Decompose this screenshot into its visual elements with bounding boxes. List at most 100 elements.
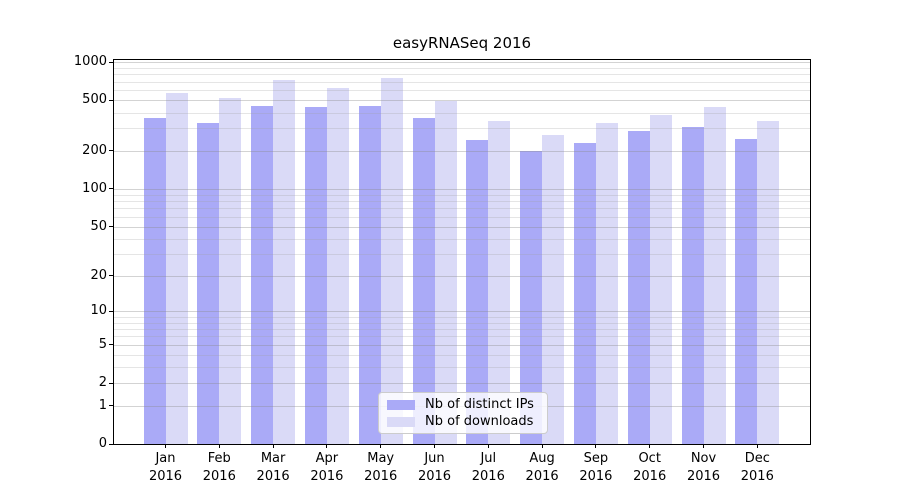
minor-gridline (114, 112, 810, 114)
y-tick-mark (109, 344, 113, 346)
minor-gridline (114, 336, 810, 338)
minor-gridline (114, 316, 810, 318)
y-tick-mark (109, 405, 113, 407)
x-tick-mark (218, 444, 220, 448)
minor-gridline (114, 67, 810, 69)
x-tick-mark (326, 444, 328, 448)
y-tick-mark (109, 382, 113, 384)
x-tick-label: May 2016 (364, 451, 398, 484)
y-tick-label: 5 (98, 336, 107, 352)
y-tick-mark (109, 188, 113, 190)
minor-gridline (114, 194, 810, 196)
minor-gridline (114, 74, 810, 76)
major-gridline (114, 226, 810, 228)
legend-swatch-distinct-ips (387, 399, 415, 410)
y-tick-label: 1000 (73, 54, 107, 70)
bar-downloads-jul (488, 120, 511, 444)
major-gridline (114, 62, 810, 64)
minor-gridline (114, 322, 810, 324)
bar-ips-jul (466, 140, 489, 444)
bar-downloads-dec (757, 120, 780, 444)
major-gridline (114, 275, 810, 277)
y-tick-label: 500 (82, 92, 107, 108)
x-tick-mark (649, 444, 651, 448)
minor-gridline (114, 254, 810, 256)
x-tick-mark (272, 444, 274, 448)
y-tick-label: 2 (98, 375, 107, 391)
y-tick-label: 50 (90, 218, 107, 234)
bar-ips-nov (681, 127, 704, 444)
bar-downloads-feb (219, 97, 242, 444)
y-tick-label: 200 (82, 142, 107, 158)
major-gridline (114, 100, 810, 102)
minor-gridline (114, 355, 810, 357)
legend-item-distinct-ips: Nb of distinct IPs (387, 397, 539, 412)
major-gridline (114, 150, 810, 152)
x-tick-mark (380, 444, 382, 448)
bar-ips-sep (573, 142, 596, 444)
y-tick-mark (109, 443, 113, 445)
y-tick-label: 10 (90, 303, 107, 319)
x-tick-label: Jan 2016 (148, 451, 183, 484)
legend-swatch-downloads (387, 416, 415, 427)
x-tick-label: Aug 2016 (525, 451, 559, 484)
minor-gridline (114, 238, 810, 240)
bar-downloads-oct (649, 114, 672, 444)
bar-downloads-mar (273, 80, 296, 444)
bar-downloads-may (380, 77, 403, 444)
bar-ips-jan (143, 118, 166, 444)
x-tick-label: Feb 2016 (202, 451, 236, 484)
bar-downloads-jun (434, 100, 457, 444)
y-tick-label: 20 (90, 267, 107, 283)
bar-ips-may (358, 106, 381, 444)
bar-ips-apr (304, 106, 327, 444)
bar-ips-mar (251, 106, 274, 444)
y-tick-label: 100 (82, 180, 107, 196)
x-tick-label: Nov 2016 (686, 451, 721, 484)
y-tick-label: 1 (98, 397, 107, 413)
minor-gridline (114, 90, 810, 92)
minor-gridline (114, 329, 810, 331)
legend-item-downloads: Nb of downloads (387, 414, 539, 429)
minor-gridline (114, 216, 810, 218)
minor-gridline (114, 128, 810, 130)
minor-gridline (114, 208, 810, 210)
bar-ips-dec (735, 138, 758, 444)
legend: Nb of distinct IPs Nb of downloads (378, 392, 548, 434)
minor-gridline (114, 367, 810, 369)
bar-ips-jun (412, 118, 435, 444)
x-tick-mark (165, 444, 166, 448)
y-tick-mark (109, 99, 113, 101)
x-tick-label: Sep 2016 (579, 451, 613, 484)
major-gridline (114, 188, 810, 190)
x-tick-mark (541, 444, 543, 448)
major-gridline (114, 383, 810, 385)
bar-ips-aug (520, 150, 543, 444)
y-tick-mark (109, 150, 113, 152)
x-tick-label: Dec 2016 (740, 451, 774, 484)
major-gridline (114, 311, 810, 313)
legend-label-downloads: Nb of downloads (425, 414, 534, 429)
chart-title: easyRNASeq 2016 (392, 34, 532, 52)
x-tick-mark (434, 444, 435, 448)
bar-ips-feb (197, 123, 220, 444)
bar-ips-oct (627, 131, 650, 444)
bar-downloads-apr (326, 88, 349, 444)
minor-gridline (114, 201, 810, 203)
x-tick-mark (703, 444, 704, 448)
y-tick-mark (109, 310, 113, 312)
y-tick-mark (109, 61, 113, 63)
y-tick-label: 0 (98, 436, 107, 451)
x-tick-label: Jul 2016 (471, 451, 505, 484)
x-tick-label: Mar 2016 (256, 451, 290, 484)
y-tick-mark (109, 275, 113, 277)
x-tick-label: Oct 2016 (633, 451, 667, 484)
bar-downloads-nov (703, 106, 726, 444)
y-tick-mark (109, 226, 113, 228)
bar-downloads-sep (595, 123, 618, 444)
legend-label-distinct-ips: Nb of distinct IPs (425, 397, 534, 412)
x-tick-label: Apr 2016 (310, 451, 344, 484)
minor-gridline (114, 81, 810, 83)
plot-area (114, 60, 810, 444)
